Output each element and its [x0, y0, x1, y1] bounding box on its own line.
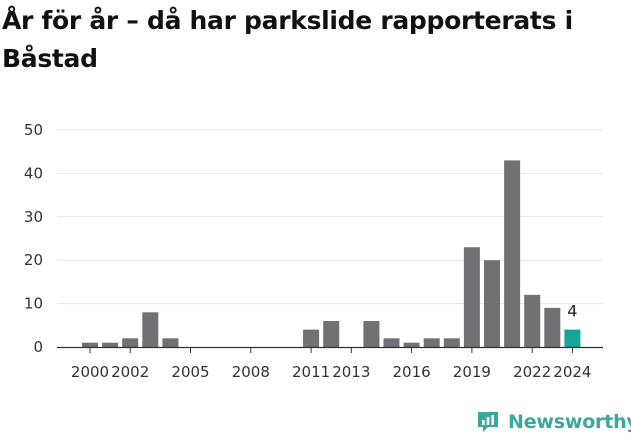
- bar-2000: [82, 342, 98, 347]
- data-label-2024: 4: [567, 302, 577, 321]
- y-tick-label: 30: [24, 208, 43, 226]
- bar-2023: [544, 307, 561, 347]
- bar-2015: [383, 338, 400, 347]
- bar-2024: [564, 329, 581, 347]
- y-tick-label: 40: [24, 164, 43, 182]
- brand-logo: Newsworthy: [476, 405, 631, 439]
- y-tick-label: 50: [24, 121, 43, 139]
- bar-2022: [524, 294, 541, 347]
- bar-2016: [403, 342, 420, 347]
- y-tick-label: 0: [33, 338, 43, 356]
- brand-name: Newsworthy: [508, 411, 631, 433]
- x-tick-label: 2000: [71, 363, 109, 381]
- bar-2003: [142, 312, 159, 347]
- bar-chart: 0 10 20 30 40 50 2000 2002 2005 2008 2011 2013 2016…: [24, 121, 603, 381]
- x-axis-tick-labels: 2000 2002 2005 2008 2011 2013 2016 2019 2022 2024: [71, 347, 591, 381]
- x-tick-label: 2016: [393, 363, 431, 381]
- x-tick-label: 2002: [111, 363, 149, 381]
- bar-2001: [102, 342, 119, 347]
- data-labels: 4: [567, 302, 577, 321]
- bar-2011: [303, 329, 320, 347]
- y-tick-label: 10: [24, 295, 43, 313]
- bar-2012: [323, 321, 340, 347]
- bar-2020: [484, 260, 500, 347]
- newsworthy-logo-icon: [478, 412, 498, 432]
- bar-2018: [443, 338, 460, 347]
- chart-title: År för år – då har parkslide rapporterat…: [2, 6, 573, 73]
- bar-2014: [363, 321, 380, 347]
- bar-2019: [463, 247, 480, 347]
- bar-2004: [162, 338, 179, 347]
- x-tick-label: 2013: [332, 363, 370, 381]
- y-axis-tick-labels: 0 10 20 30 40 50: [24, 121, 43, 356]
- x-tick-label: 2005: [171, 363, 209, 381]
- x-tick-label: 2008: [232, 363, 270, 381]
- x-tick-label: 2024: [553, 363, 591, 381]
- gridlines: [57, 129, 603, 305]
- bar-2017: [423, 338, 440, 347]
- x-tick-label: 2019: [453, 363, 491, 381]
- x-tick-label: 2022: [513, 363, 551, 381]
- x-tick-label: 2011: [292, 363, 330, 381]
- y-tick-label: 20: [24, 251, 43, 269]
- bar-2002: [122, 338, 139, 347]
- bars: [82, 160, 581, 347]
- bar-2021: [504, 160, 521, 347]
